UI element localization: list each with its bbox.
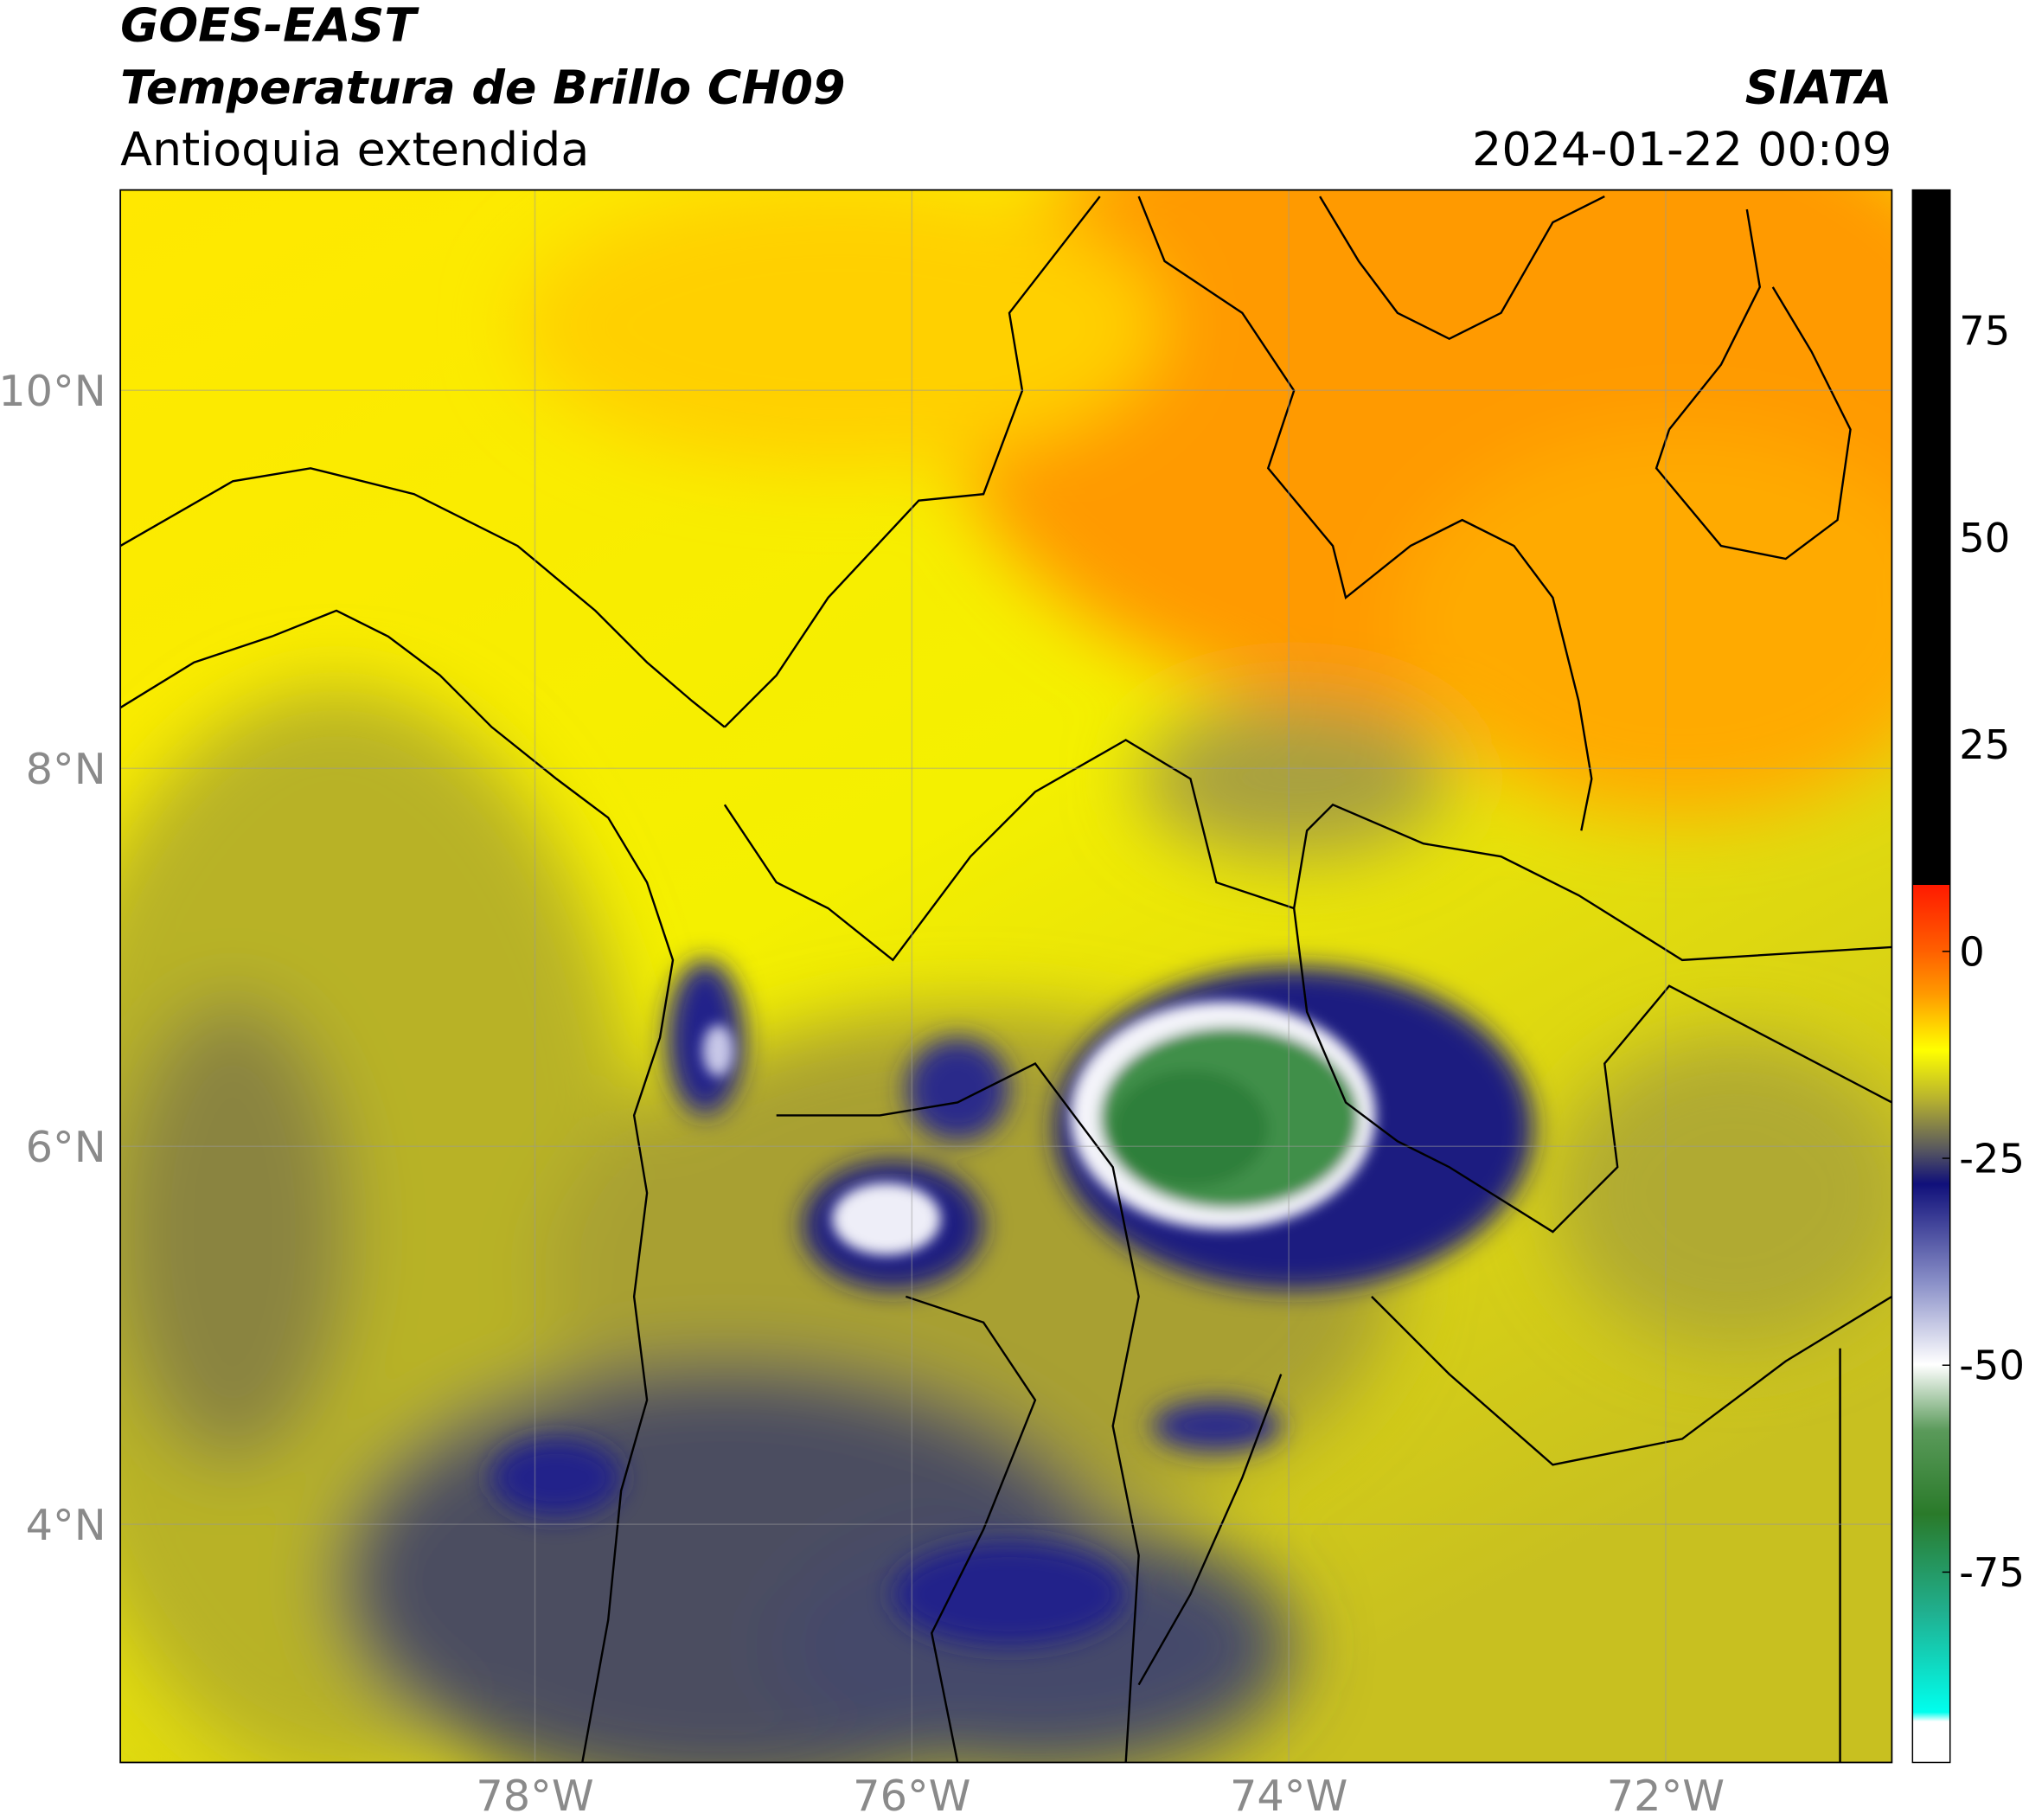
satellite-image (120, 189, 1892, 1763)
colorbar-tick-label: -50 (1959, 1343, 2025, 1389)
map-frame (119, 189, 1893, 1764)
title: GOES-EAST (120, 0, 419, 53)
source: SIATA (1745, 60, 1892, 114)
colorbar (1911, 189, 1951, 1764)
colorbar-tick-label: -75 (1959, 1549, 2025, 1596)
region: Antioquia extendida (120, 122, 589, 176)
colorbar-tick-label: 25 (1959, 721, 2010, 768)
x-tick-label: 76°W (853, 1771, 970, 1817)
colorbar-tick-label: 0 (1959, 928, 1985, 975)
x-tick-label: 72°W (1607, 1771, 1725, 1817)
colorbar-tick-label: 75 (1959, 308, 2010, 355)
grid (120, 189, 1892, 1763)
y-tick-label: 10°N (0, 366, 106, 416)
y-tick-label: 6°N (26, 1122, 106, 1172)
subtitle: Temperatura de Brillo CH09 (120, 60, 845, 114)
y-tick-label: 8°N (26, 744, 106, 794)
timestamp: 2024-01-22 00:09 (1472, 122, 1891, 176)
x-tick-label: 74°W (1230, 1771, 1347, 1817)
colorbar-tick-label: -25 (1959, 1135, 2025, 1182)
y-tick-label: 4°N (26, 1500, 106, 1550)
colorbar-tick-label: 50 (1959, 515, 2010, 561)
x-tick-label: 78°W (476, 1771, 593, 1817)
coastlines-borders (120, 195, 1892, 1763)
